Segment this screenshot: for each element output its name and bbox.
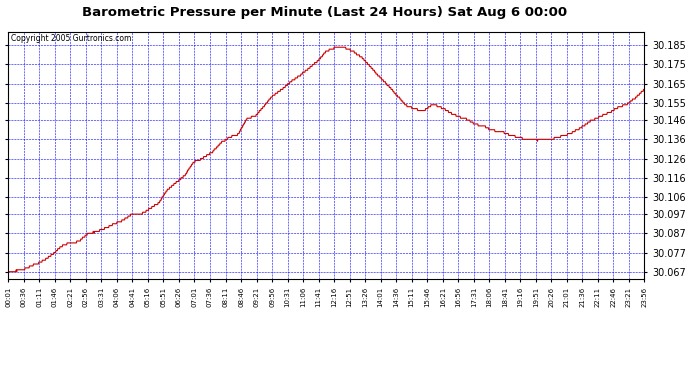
Text: Barometric Pressure per Minute (Last 24 Hours) Sat Aug 6 00:00: Barometric Pressure per Minute (Last 24 … — [81, 6, 567, 19]
Text: Copyright 2005 Gurtronics.com: Copyright 2005 Gurtronics.com — [12, 34, 132, 44]
